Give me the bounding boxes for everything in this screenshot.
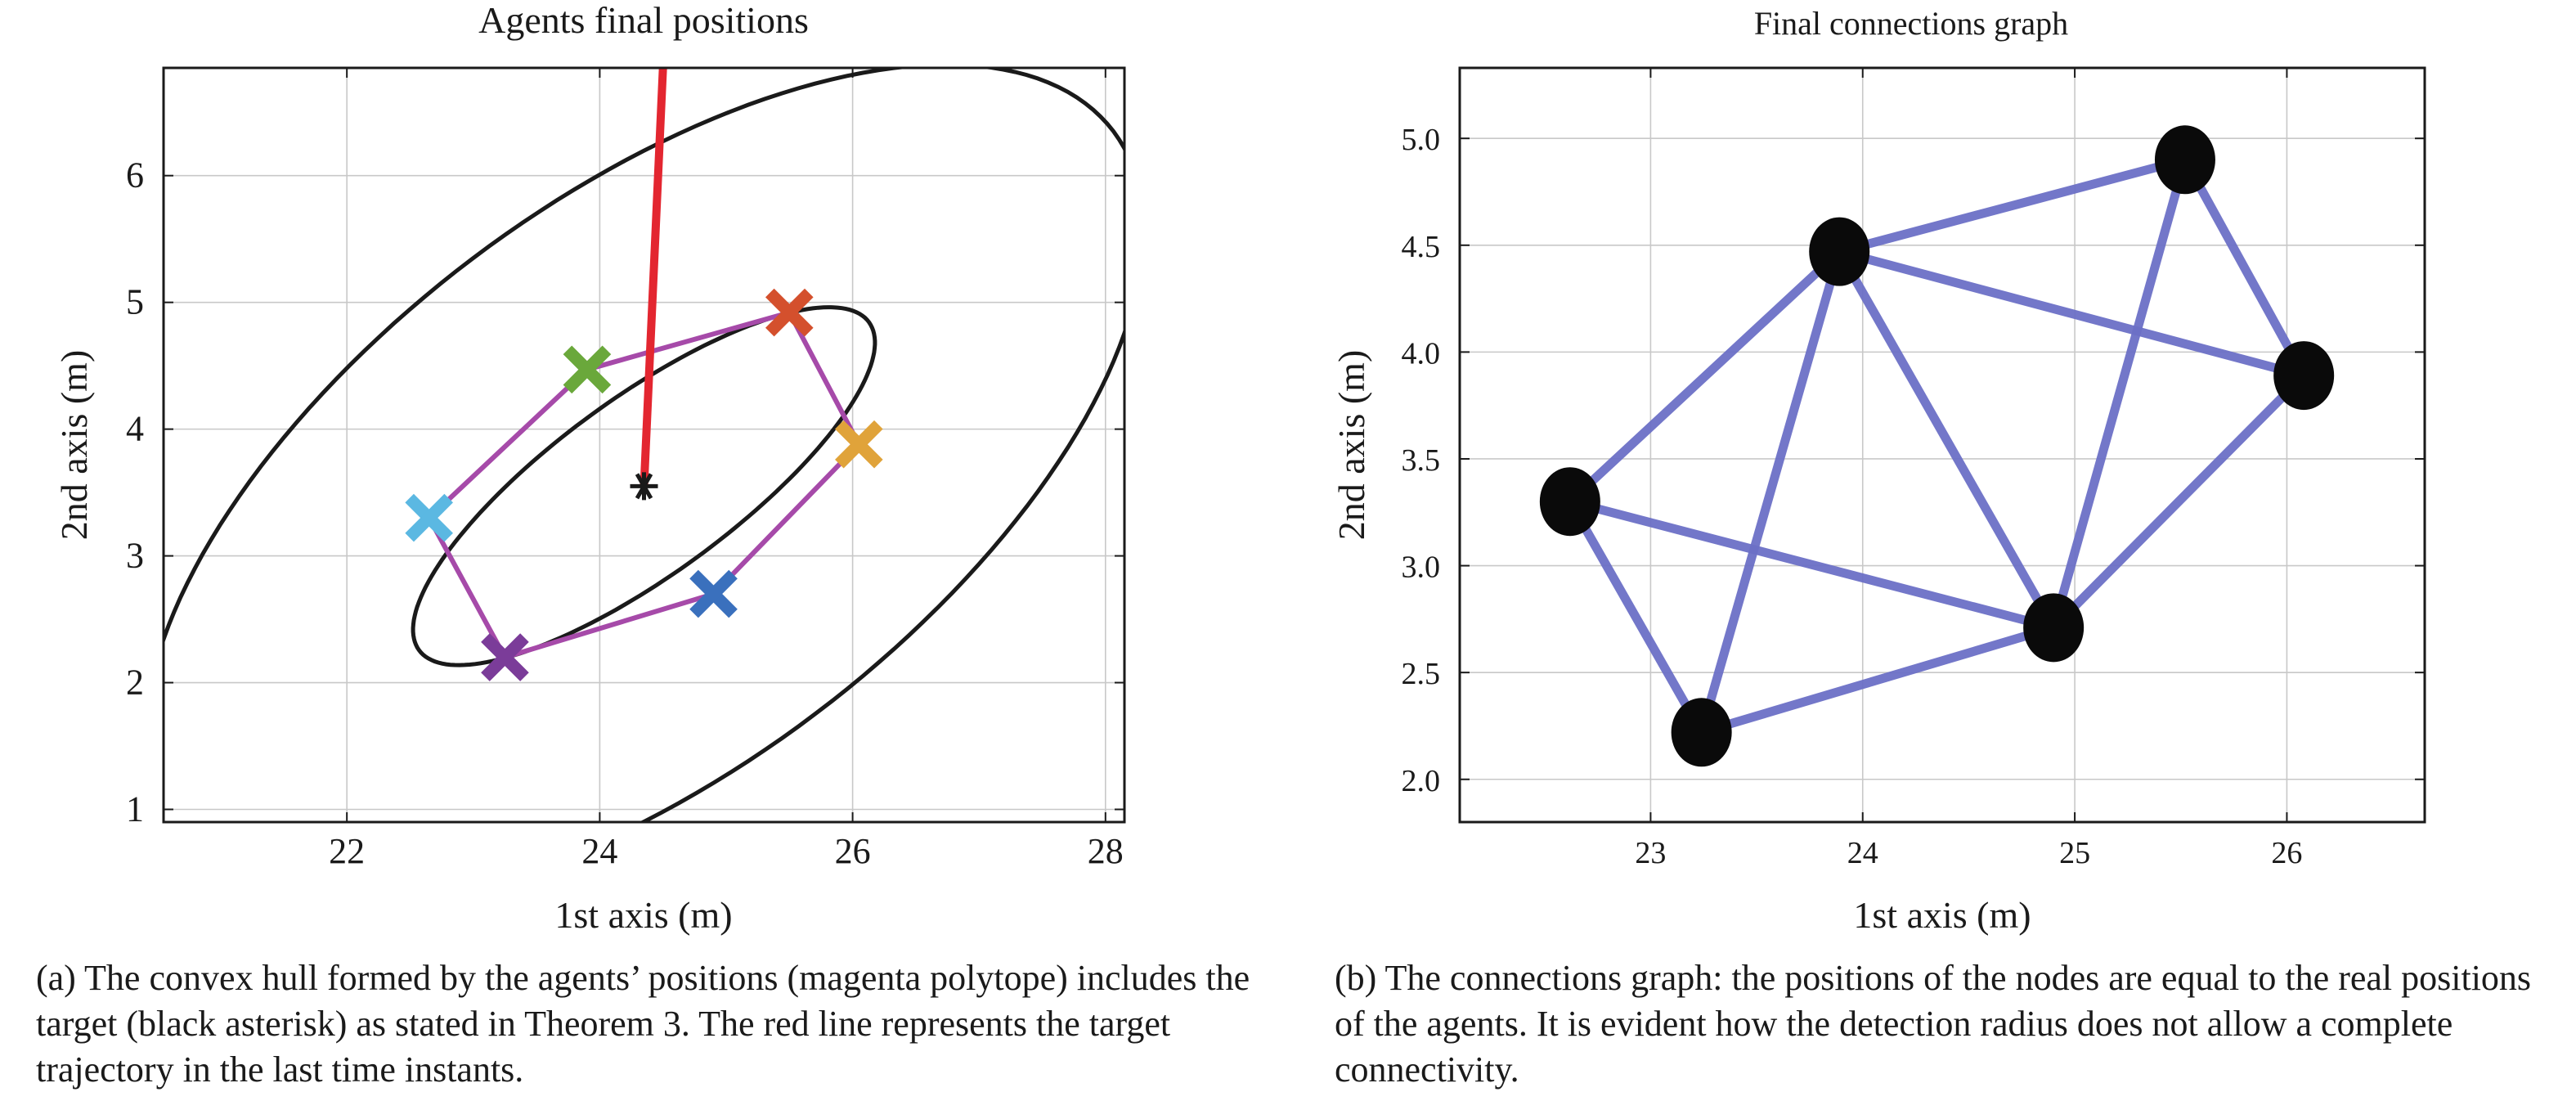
graph-edge — [1838, 247, 2305, 380]
x-tick-label: 24 — [1847, 836, 1878, 870]
chart-a-plot-area — [164, 68, 1124, 822]
agent-marker — [689, 569, 738, 618]
y-tick-label: 6 — [126, 155, 144, 195]
y-tick-label: 1 — [126, 789, 144, 829]
chart-a-ticks: 22 24 26 28 1 2 3 4 5 6 — [126, 68, 1124, 871]
x-tick-label: 24 — [581, 831, 617, 871]
y-tick-label: 5 — [126, 282, 144, 322]
chart-a-marks — [164, 68, 1124, 822]
chart-b-title: Final connections graph — [1754, 5, 2068, 42]
chart-b-xlabel: 1st axis (m) — [1853, 894, 2031, 936]
chart-a-plot-frame — [162, 66, 1126, 824]
graph-node — [1671, 698, 1732, 767]
uncertainty-ellipse — [411, 305, 877, 667]
y-tick-label: 4.5 — [1402, 230, 1441, 264]
chart-a-title: Agents final positions — [478, 0, 809, 41]
x-tick-label: 26 — [835, 831, 871, 871]
y-tick-label: 5.0 — [1402, 123, 1441, 157]
chart-b-ylabel: 2nd axis (m) — [1331, 350, 1372, 541]
graph-edge — [1838, 155, 2187, 256]
graph-edge — [1567, 248, 1842, 506]
graph-edge — [1568, 497, 2055, 632]
x-tick-label: 26 — [2271, 836, 2302, 870]
chart-a-ylabel: 2nd axis (m) — [53, 350, 95, 541]
x-tick-label: 28 — [1088, 831, 1124, 871]
agent-marker — [481, 633, 529, 681]
graph-edge — [1835, 249, 2058, 631]
graph-edge — [1700, 623, 2055, 737]
graph-edge — [1697, 250, 1844, 734]
chart-b-plot-frame-visible — [1458, 66, 2426, 824]
y-tick-label: 4 — [126, 409, 144, 449]
chart-b-marks — [1539, 125, 2335, 767]
caption-a: (a) The convex hull formed by the agents… — [36, 958, 1250, 1090]
agent-marker — [765, 288, 814, 337]
chart-b-ticks: 23 24 25 26 2.0 2.5 3.0 3.5 4.0 4.5 5.0 — [1402, 68, 2425, 870]
y-tick-label: 2.0 — [1402, 764, 1441, 798]
graph-node — [2154, 125, 2215, 195]
x-tick-label: 23 — [1635, 836, 1666, 870]
chart-b-grid — [1460, 68, 2425, 822]
target-trajectory — [640, 68, 667, 487]
graph-edge — [2050, 372, 2308, 631]
chart-a-xlabel: 1st axis (m) — [554, 894, 732, 936]
graph-edge — [2049, 158, 2190, 629]
caption-b: (b) The connections graph: the positions… — [1335, 958, 2532, 1090]
graph-node — [1809, 217, 1870, 286]
agent-marker — [835, 420, 883, 469]
graph-edge — [1566, 499, 1706, 735]
x-tick-label: 22 — [329, 831, 365, 871]
agent-marker — [563, 345, 612, 394]
chart-agents-final-positions: Agents final positions 22 24 26 28 1 2 3 4 5 6 1s… — [53, 0, 1126, 936]
chart-final-connections-graph: Final connections graph 23 24 25 26 2.0 2.5 3.… — [1331, 5, 2426, 936]
graph-node — [2273, 341, 2335, 411]
chart-a-grid — [164, 68, 1124, 822]
agent-marker — [405, 493, 453, 542]
y-tick-label: 3.0 — [1402, 551, 1441, 585]
graph-node — [1539, 467, 1600, 537]
y-tick-label: 4.0 — [1402, 336, 1441, 371]
y-tick-label: 3.5 — [1402, 443, 1441, 478]
graph-node — [2023, 593, 2085, 663]
y-tick-label: 3 — [126, 536, 144, 576]
graph-edge — [2181, 157, 2308, 378]
y-tick-label: 2.5 — [1402, 657, 1441, 691]
y-tick-label: 2 — [126, 663, 144, 703]
target-asterisk — [630, 472, 658, 501]
uncertainty-ellipse — [164, 68, 1124, 822]
x-tick-label: 25 — [2059, 836, 2090, 870]
